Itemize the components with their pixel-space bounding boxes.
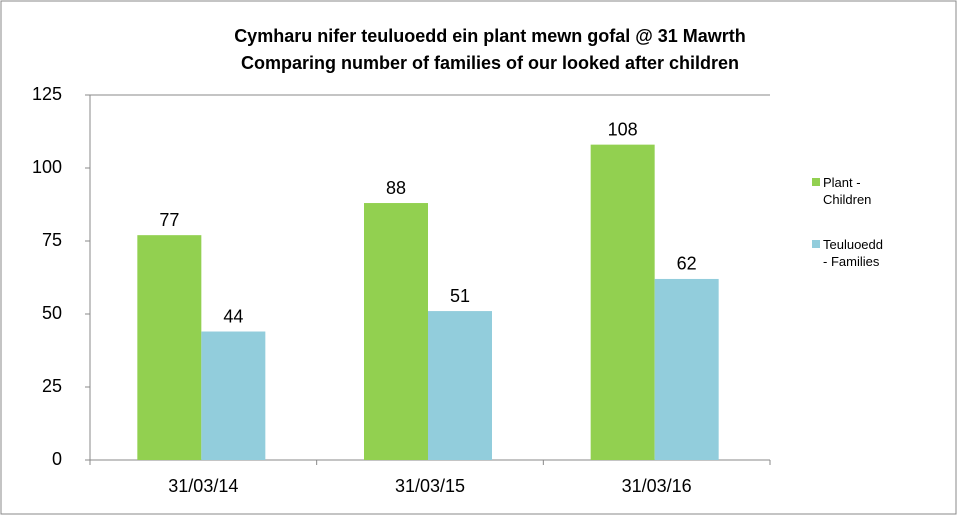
data-label: 44: [223, 306, 243, 326]
legend-label: Plant - Children: [823, 175, 872, 207]
y-tick-label: 50: [42, 303, 62, 323]
data-label: 88: [386, 178, 406, 198]
bar: [201, 331, 266, 460]
y-tick-label: 75: [42, 230, 62, 250]
legend-swatch: [812, 178, 820, 186]
data-label: 62: [677, 254, 697, 274]
x-tick-label: 31/03/14: [168, 476, 238, 496]
legend-swatch: [812, 240, 820, 248]
x-tick-label: 31/03/15: [395, 476, 465, 496]
x-tick-label: 31/03/16: [622, 476, 692, 496]
bar: [590, 144, 655, 460]
data-label: 108: [608, 119, 638, 139]
bar: [428, 311, 492, 460]
bar: [364, 203, 428, 461]
bar: [654, 278, 719, 460]
chart-title: Comparing number of families of our look…: [241, 53, 739, 73]
y-tick-label: 100: [32, 157, 62, 177]
bar: [137, 235, 202, 460]
legend-label: Teuluoedd - Families: [823, 237, 883, 269]
data-label: 51: [450, 286, 470, 306]
data-label: 77: [159, 210, 179, 230]
y-tick-label: 25: [42, 376, 62, 396]
y-tick-label: 125: [32, 84, 62, 104]
y-tick-label: 0: [52, 449, 62, 469]
chart-title: Cymharu nifer teuluoedd ein plant mewn g…: [234, 26, 746, 46]
